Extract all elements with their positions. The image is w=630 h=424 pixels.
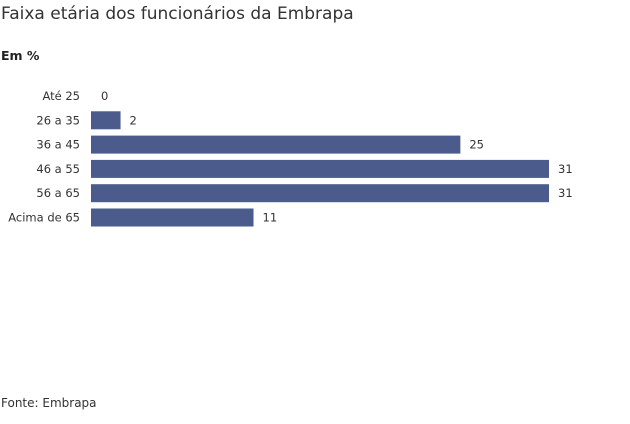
category-label: 36 a 45 <box>36 138 80 152</box>
data-label: 31 <box>558 162 573 176</box>
category-label: Até 25 <box>42 89 80 103</box>
data-label: 31 <box>558 186 573 200</box>
data-label: 2 <box>130 113 137 127</box>
data-label: 25 <box>469 138 484 152</box>
data-label: 11 <box>263 211 278 225</box>
chart-title: Faixa etária dos funcionários da Embrapa <box>1 4 354 24</box>
bar <box>91 159 549 178</box>
chart-subtitle: Em % <box>1 48 40 63</box>
bars-group: Até 25 0 26 a 35 2 36 a 45 25 46 a 55 31 56 a 65… <box>8 89 573 227</box>
bar <box>91 184 549 203</box>
data-label: 0 <box>101 89 108 103</box>
category-label: 46 a 55 <box>36 162 80 176</box>
category-label: 56 a 65 <box>36 186 80 200</box>
category-label: 26 a 35 <box>36 113 80 127</box>
bar <box>91 208 254 227</box>
chart-source: Fonte: Embrapa <box>1 396 97 410</box>
bar <box>91 111 121 130</box>
category-label: Acima de 65 <box>8 211 80 225</box>
bar <box>91 135 461 154</box>
